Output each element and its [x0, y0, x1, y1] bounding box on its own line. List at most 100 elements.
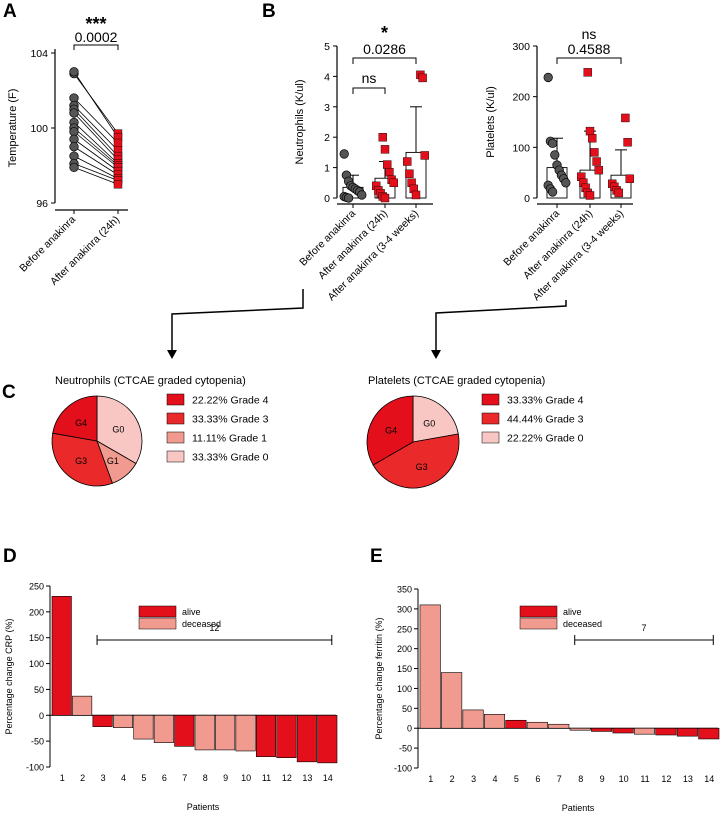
neutrophils-point-after — [389, 178, 398, 188]
crp-waterfall-bar-patient-4 — [112, 714, 134, 728]
temperature-pair-line — [73, 138, 119, 172]
crp-waterfall-x-label: Patients — [187, 802, 220, 812]
crp-waterfall-x-tick-label: 11 — [262, 773, 271, 783]
platelets-sig-bracket — [556, 57, 622, 64]
neutrophils-sig-stars: * — [381, 23, 388, 43]
crp-waterfall-x-tick-label: 13 — [302, 773, 312, 783]
platelets-y-label: Platelets (K/ul) — [485, 86, 497, 158]
neutrophil-pie-slice-g3 — [51, 432, 113, 487]
platelet-pie-slice-label: G4 — [385, 425, 397, 435]
platelet-pie-title: Platelets (CTCAE graded cytopenia) — [368, 375, 545, 387]
ferritin-waterfall-x-tick-label: 5 — [514, 774, 519, 784]
crp-waterfall-group-count: 12 — [209, 623, 219, 633]
platelets-y-tick-label: 0 — [524, 193, 530, 205]
ferritin-waterfall-legend-swatch-deceased — [519, 617, 558, 630]
temperature-sig-bracket — [73, 44, 119, 50]
ferritin-waterfall-y-tick-label: 0 — [407, 724, 412, 734]
temperature-pair-line — [73, 97, 119, 144]
neutrophils-point-after — [420, 151, 429, 160]
neutrophils-point-after — [418, 73, 427, 83]
ferritin-waterfall-chart: -100 -50 0 50 100 150 200 250 300 350 Percentage c… — [374, 585, 720, 813]
neutrophils-point-after — [405, 169, 414, 178]
ferritin-waterfall-x-tick-label: 6 — [535, 774, 540, 784]
platelets-point-after — [590, 148, 599, 157]
connector-line-left — [171, 289, 304, 352]
ferritin-waterfall-bar-patient-11 — [633, 727, 656, 735]
platelets-point-after — [625, 174, 634, 183]
temperature-pair-line — [73, 146, 119, 176]
temperature-pair-line — [73, 163, 119, 181]
ferritin-waterfall-x-label: Patients — [562, 803, 595, 813]
neutrophil-pie-slice-g4 — [52, 395, 98, 442]
crp-waterfall-bar-patient-13 — [296, 714, 317, 763]
temperature-pair-line — [73, 127, 119, 166]
arrowhead-left-icon — [167, 350, 177, 359]
crp-waterfall-x-tick-label: 6 — [162, 773, 167, 783]
crp-waterfall-chart: -100 -50 0 50 100 150 200 250 Percentage change … — [4, 582, 338, 812]
neutrophil-pie-legend-entry: 33.33% Grade 3 — [192, 414, 269, 426]
crp-waterfall-bar-patient-10 — [235, 714, 256, 752]
temperature-y-tick-label: 96 — [36, 198, 48, 210]
platelet-pie-chart: Platelets (CTCAE graded cytopenia) G0 G3 G4… — [366, 375, 584, 489]
ferritin-waterfall-bar-patient-14 — [698, 727, 720, 740]
crp-waterfall-bar-patient-14 — [317, 714, 338, 764]
ferritin-waterfall-y-tick-label: -100 — [394, 764, 412, 774]
ferritin-waterfall-y-tick-label: 50 — [402, 704, 412, 714]
ferritin-waterfall-x-tick-label: 11 — [640, 774, 649, 784]
neutrophil-pie-slice-label: G1 — [107, 456, 119, 466]
panel-letter-c: C — [2, 382, 16, 403]
neutrophil-pie-title: Neutrophils (CTCAE graded cytopenia) — [55, 375, 246, 387]
crp-waterfall-legend-deceased: deceased — [182, 619, 221, 629]
platelets-point-after — [585, 126, 595, 136]
ferritin-waterfall-x-tick-label: 3 — [471, 774, 476, 784]
temperature-pair-line — [73, 105, 119, 151]
neutrophils-y-tick-label: 2 — [324, 132, 330, 144]
ferritin-waterfall-bar-patient-8 — [569, 727, 591, 731]
platelets-point-before — [547, 187, 558, 197]
crp-waterfall-x-tick-label: 5 — [141, 773, 146, 783]
neutrophil-pie-legend-swatch — [166, 450, 185, 463]
temperature-pair-line — [73, 71, 119, 138]
crp-waterfall-bar-patient-2 — [72, 695, 93, 716]
crp-waterfall-y-tick-label: -100 — [26, 763, 44, 773]
crp-waterfall-y-tick-label: 150 — [29, 633, 44, 643]
crp-waterfall-x-tick-label: 12 — [282, 773, 292, 783]
ferritin-waterfall-x-tick-label: 8 — [578, 774, 583, 784]
neutrophil-pie-slice-label: G3 — [75, 456, 87, 466]
ferritin-waterfall-y-tick-label: 300 — [397, 604, 412, 614]
neutrophils-x-tick-label: Before anakinra — [297, 208, 358, 269]
neutrophils-y-tick-label: 0 — [324, 193, 330, 205]
crp-waterfall-y-tick-label: 50 — [34, 685, 44, 695]
connector-arrows — [167, 289, 567, 359]
temperature-p-value: 0.0002 — [75, 29, 118, 45]
crp-waterfall-y-tick-label: 200 — [29, 607, 44, 617]
neutrophil-pie-legend-entry: 33.33% Grade 0 — [192, 452, 269, 464]
ferritin-waterfall-x-tick-label: 1 — [428, 774, 433, 784]
platelets-point-after — [585, 191, 595, 200]
ferritin-waterfall-bar-patient-7 — [548, 723, 570, 729]
crp-waterfall-y-tick-label: 0 — [39, 711, 44, 721]
crp-waterfall-x-tick-label: 3 — [101, 773, 106, 783]
connector-line-right — [435, 300, 567, 352]
platelets-point-after — [623, 138, 632, 147]
panel-letter-b: B — [262, 1, 276, 22]
crp-waterfall-y-label: Percentage change CRP (%) — [4, 619, 14, 735]
crp-waterfall-bar-patient-6 — [153, 714, 174, 743]
neutrophil-pie-slice-g0 — [96, 395, 143, 465]
platelets-sig-stars: ns — [582, 26, 597, 42]
crp-waterfall-x-tick-label: 10 — [241, 773, 251, 783]
ferritin-waterfall-bar-patient-4 — [483, 713, 506, 729]
temperature-pair-line — [73, 108, 119, 157]
neutrophils-sig-label: ns — [362, 70, 377, 86]
ferritin-waterfall-bar-patient-1 — [419, 604, 441, 729]
ferritin-waterfall-x-tick-label: 10 — [619, 774, 629, 784]
ferritin-waterfall-x-tick-label: 12 — [661, 774, 671, 784]
crp-waterfall-legend-swatch-deceased — [138, 617, 177, 630]
platelets-point-after — [614, 188, 623, 198]
neutrophils-y-tick-label: 5 — [324, 41, 330, 53]
crp-waterfall-y-tick-label: 250 — [29, 582, 44, 592]
platelet-pie-slice-g0 — [412, 395, 459, 443]
crp-waterfall-bar-patient-8 — [194, 714, 215, 751]
